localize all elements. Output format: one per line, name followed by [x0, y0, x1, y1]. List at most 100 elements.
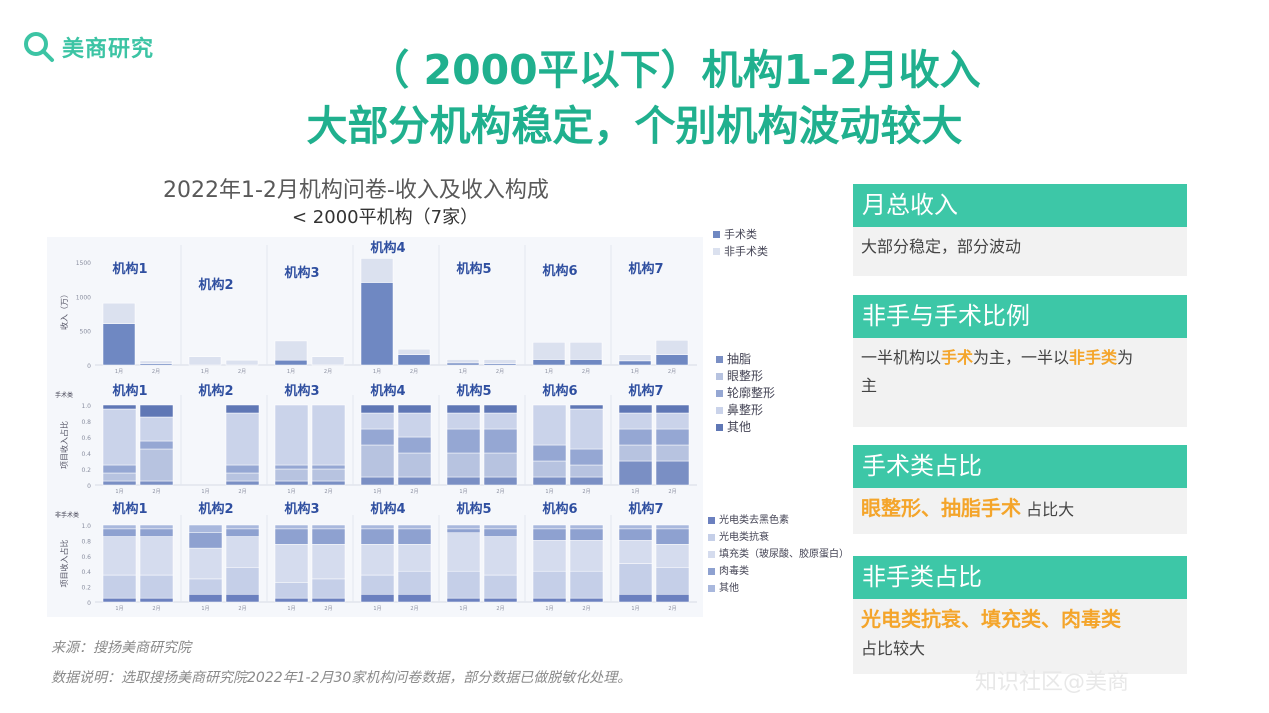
bar-segment — [483, 476, 518, 486]
bar-segment — [360, 524, 395, 530]
legend-item: 光电类抗衰 — [708, 529, 849, 546]
bar-segment — [225, 412, 260, 466]
y-tick-label: 0 — [87, 483, 91, 490]
bar-segment — [532, 444, 567, 462]
legend-label: 其他 — [727, 420, 752, 434]
card-text: 占比大 — [1021, 500, 1075, 519]
bar-segment — [569, 408, 604, 450]
bar-segment — [360, 412, 395, 430]
bar-segment — [397, 544, 432, 572]
group-label: 机构3 — [284, 383, 319, 399]
x-tick-label: 1月 — [201, 369, 209, 375]
bar-segment — [618, 563, 653, 595]
bar-segment — [446, 524, 481, 530]
bar-segment — [139, 416, 174, 442]
bar-segment — [225, 567, 260, 595]
legend-item: 手术类 — [713, 226, 768, 243]
x-tick-label: 2月 — [238, 369, 246, 375]
x-tick-label: 2月 — [582, 606, 590, 612]
x-tick-label: 2月 — [324, 369, 332, 375]
legend-item: 肉毒类 — [708, 563, 849, 580]
legend-item: 其他 — [708, 580, 849, 597]
bar-segment — [618, 444, 653, 462]
bar-segment — [360, 404, 395, 414]
bar-segment — [360, 476, 395, 486]
bar-segment — [397, 404, 432, 414]
bar-segment — [569, 528, 604, 541]
x-tick-label: 1月 — [287, 606, 295, 612]
group-label: 机构2 — [198, 383, 233, 399]
y-tick-label: 0.6 — [81, 435, 91, 442]
bar-segment — [274, 464, 309, 470]
card-text: 为 — [1117, 348, 1134, 367]
data-note: 数据说明：选取搜扬美商研究院2022年1-2月30家机构问卷数据，部分数据已做脱… — [51, 670, 632, 686]
legend-item: 其他 — [716, 419, 775, 436]
x-tick-label: 1月 — [459, 489, 467, 495]
bar-segment — [274, 468, 309, 482]
bar-segment — [446, 476, 481, 486]
watermark: 知识社区@美商 — [975, 670, 1130, 695]
legend-swatch — [716, 356, 723, 363]
legend-swatch — [708, 585, 715, 592]
y-tick-label: 1000 — [76, 294, 91, 301]
bar-segment — [102, 536, 137, 576]
group-label: 机构1 — [112, 261, 147, 277]
y-tick-label: 1.0 — [81, 523, 91, 530]
bar-segment — [139, 528, 174, 537]
bar-segment — [655, 404, 690, 414]
bar-segment — [655, 524, 690, 530]
legend-item: 抽脂 — [716, 351, 775, 368]
bar-segment — [188, 532, 223, 549]
x-tick-label: 1月 — [115, 606, 123, 612]
legend-label: 鼻整形 — [727, 403, 764, 417]
y-tick-label: 1.0 — [81, 403, 91, 410]
legend-label: 眼整形 — [727, 369, 764, 383]
bar-segment — [569, 464, 604, 478]
bar-segment — [532, 359, 566, 366]
bar-segment — [446, 452, 481, 478]
source-text: 来源：搜扬美商研究院 — [51, 640, 191, 656]
legend-item: 光电类去黑色素 — [708, 512, 849, 529]
bar-segment — [655, 594, 690, 603]
card-header-ratio: 非手与手术比例 — [853, 295, 1187, 338]
legend-label: 填充类（玻尿酸、胶原蛋白） — [719, 549, 849, 560]
x-tick-label: 2月 — [152, 489, 160, 495]
bar-segment — [102, 464, 137, 474]
bar-segment — [532, 404, 567, 446]
y-tick-label: 0.4 — [81, 569, 91, 576]
legend-swatch — [708, 534, 715, 541]
group-label: 机构7 — [628, 501, 663, 517]
bar-segment — [311, 464, 346, 470]
bar-segment — [360, 528, 395, 545]
legend-nonsurgical: 光电类去黑色素 光电类抗衰填充类（玻尿酸、胶原蛋白） 肉毒类 其他 — [708, 512, 849, 597]
x-tick-label: 2月 — [668, 369, 676, 375]
bar-segment — [569, 448, 604, 466]
card-text: 主 — [861, 376, 878, 395]
bar-segment — [446, 404, 481, 414]
bar-segment — [446, 532, 481, 572]
bar-segment — [618, 428, 653, 446]
bar-segment — [618, 360, 652, 366]
bar-segment — [311, 356, 345, 365]
legend-item: 轮廓整形 — [716, 385, 775, 402]
bar-segment — [446, 528, 481, 533]
bar-segment — [188, 356, 222, 366]
bar-segment — [655, 340, 689, 355]
bar-segment — [188, 578, 223, 595]
search-icon — [24, 32, 54, 62]
card-text: 一半机构以 — [861, 348, 942, 367]
x-tick-label: 2月 — [324, 489, 332, 495]
bar-segment — [360, 444, 395, 478]
bar-segment — [311, 480, 346, 486]
bar-segment — [225, 528, 260, 537]
x-tick-label: 1月 — [545, 606, 553, 612]
bar-segment — [102, 472, 137, 482]
legend-swatch — [708, 568, 715, 575]
bar-segment — [139, 524, 174, 530]
x-tick-label: 2月 — [152, 369, 160, 375]
bar-segment — [102, 408, 137, 466]
legend-swatch — [713, 248, 720, 255]
bar-segment — [483, 359, 517, 364]
legend-swatch — [716, 424, 723, 431]
page-title-line2: 大部分机构稳定，个别机构波动较大 — [306, 102, 963, 150]
